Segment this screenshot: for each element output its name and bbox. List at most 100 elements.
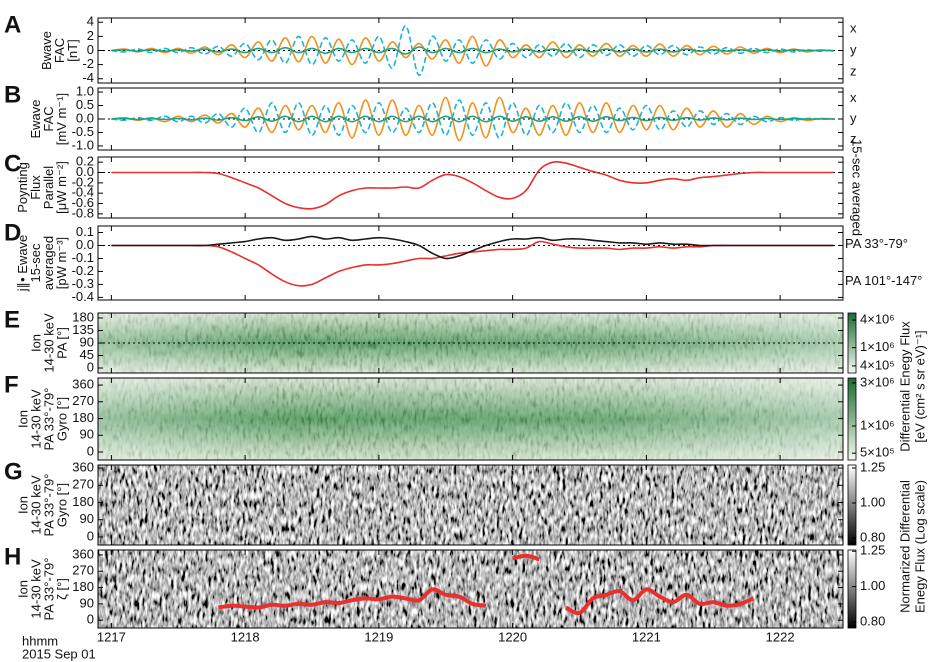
y-axis-label: 14-30 keV <box>29 559 44 619</box>
colorbar-title: [eV (cm² s sr eV)⁻¹] <box>912 330 927 442</box>
y-axis-label: averaged <box>41 236 56 290</box>
y-tick-label: 135 <box>72 322 94 337</box>
spectrogram-texture <box>98 465 843 545</box>
y-axis-label: Bwave <box>39 31 54 70</box>
y-axis-label: 14-30 keV <box>42 313 57 373</box>
y-tick-label: 90 <box>80 511 94 526</box>
y-axis-label: [nT] <box>65 39 80 61</box>
colorbar <box>847 464 857 546</box>
colorbar-tick-label: 5×10⁵ <box>860 445 895 460</box>
panel-letter: F <box>4 371 19 398</box>
y-tick-label: -2 <box>82 56 94 71</box>
series-line <box>218 553 755 616</box>
spectrogram-texture <box>98 550 843 628</box>
panel: 1.25 1.00 0.80 Normarized Differential Enegy… <box>4 458 927 613</box>
x-tick-label: 1217 <box>97 629 126 644</box>
y-axis-label: Ion <box>29 334 44 352</box>
y-tick-label: 4 <box>87 14 94 29</box>
y-axis-label: PA [°] <box>55 327 70 359</box>
date-label: 2015 Sep 01 <box>22 646 96 661</box>
spectrogram-fade <box>98 378 843 460</box>
y-tick-label: 0 <box>87 42 94 57</box>
y-tick-label: 0.0 <box>76 110 94 125</box>
colorbar-tick-label: 1×10⁶ <box>860 417 895 432</box>
series-line <box>111 96 834 142</box>
panel: PA 33°-79° PA 101°-147° 0.10.0-0.1-0.2-0.3… <box>4 219 922 303</box>
y-tick-label: -0.6 <box>72 195 94 210</box>
y-tick-label: 0.5 <box>76 97 94 112</box>
colorbar <box>847 377 857 461</box>
y-tick-label: 180 <box>72 494 94 509</box>
y-tick-label: -0.4 <box>72 289 94 304</box>
y-tick-label: 360 <box>72 377 94 392</box>
x-tick-label: 1222 <box>766 629 795 644</box>
colorbar-tick-label: 3×10⁶ <box>860 374 895 389</box>
y-axis-label: j∥• Ewave <box>15 235 30 293</box>
colorbar-tick-label: 0.80 <box>860 529 885 544</box>
legend-entry: y <box>850 42 857 57</box>
panel-letter: H <box>4 543 21 570</box>
legend-entry: z <box>850 64 857 79</box>
y-tick-label: -0.5 <box>72 124 94 139</box>
x-tick-label: 1221 <box>632 629 661 644</box>
y-tick-label: 0 <box>87 528 94 543</box>
y-tick-label: 2 <box>87 28 94 43</box>
y-tick-label: -0.1 <box>72 250 94 265</box>
y-axis-label: Ion <box>16 410 31 428</box>
x-tick-label: 1220 <box>498 629 527 644</box>
colorbar-tick-label: 4×10⁵ <box>860 357 895 372</box>
y-axis-label: Gyro [°] <box>55 483 70 527</box>
y-axis-label: 14-30 keV <box>29 475 44 535</box>
y-tick-label: 90 <box>80 427 94 442</box>
panel-letter: A <box>4 11 21 38</box>
y-tick-label: 180 <box>72 579 94 594</box>
y-tick-label: 0.2 <box>76 154 94 169</box>
y-tick-label: 0.1 <box>76 224 94 239</box>
colorbar-title: Enegy Flux (Log scale) <box>912 480 927 613</box>
colorbar <box>847 312 857 374</box>
series-line <box>111 99 834 139</box>
colorbar-tick-label: 1.00 <box>860 494 885 509</box>
y-axis-label: Gyro [°] <box>55 397 70 441</box>
y-axis-label: PA 33°-79° <box>42 474 57 537</box>
y-tick-label: 270 <box>72 477 94 492</box>
y-tick-label: 360 <box>72 459 94 474</box>
x-axis-label: hhmm <box>22 633 58 648</box>
y-tick-label: 0.0 <box>76 237 94 252</box>
legend-entry: 15-sec averaged <box>850 139 865 236</box>
y-tick-label: 180 <box>72 410 94 425</box>
panel-letter: D <box>4 219 21 246</box>
y-tick-label: 45 <box>80 347 94 362</box>
y-axis-label: 15-sec <box>28 243 43 283</box>
legend-entry: PA 33°-79° <box>845 236 908 251</box>
y-tick-label: 90 <box>80 334 94 349</box>
legend-entry: PA 101°-147° <box>845 273 922 288</box>
y-tick-label: 0 <box>87 359 94 374</box>
colorbar-tick-label: 1.25 <box>860 459 885 474</box>
y-axis-label: Ion <box>16 580 31 598</box>
y-axis-label: [μW m⁻²] <box>54 161 69 214</box>
legend-entry: z <box>850 131 857 146</box>
y-tick-label: 90 <box>80 595 94 610</box>
y-tick-label: -0.4 <box>72 185 94 200</box>
y-axis-label: FAC <box>41 106 56 131</box>
plot-frame <box>97 225 844 301</box>
panel-letter: C <box>4 150 21 177</box>
series-line <box>111 115 834 123</box>
colorbar <box>847 549 857 629</box>
y-axis-label: FAC <box>52 38 67 63</box>
y-tick-label: -0.3 <box>72 276 94 291</box>
panel: 15-sec averaged 0.20.0-0.2-0.4-0.6-0.8 CPo… <box>4 139 865 236</box>
y-tick-label: -1.0 <box>72 137 94 152</box>
series-line <box>111 24 834 77</box>
y-tick-label: 180 <box>72 309 94 324</box>
y-axis-label: Ewave <box>28 99 43 138</box>
y-axis-label: 14-30 keV <box>29 389 44 449</box>
y-tick-label: 0.0 <box>76 164 94 179</box>
y-tick-label: -0.2 <box>72 263 94 278</box>
series-line <box>111 35 834 67</box>
plot-frame <box>97 549 844 629</box>
